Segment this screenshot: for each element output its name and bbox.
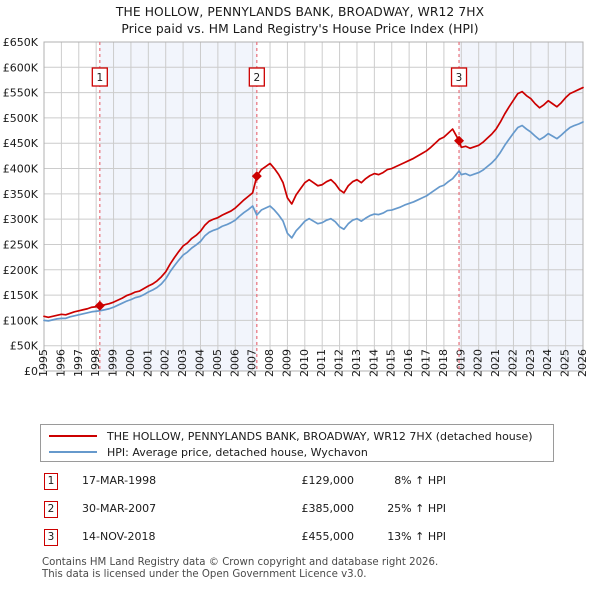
legend-label-price-paid: THE HOLLOW, PENNYLANDS BANK, BROADWAY, W…	[107, 429, 533, 443]
x-axis-tick-2011: 2011	[315, 349, 328, 377]
x-axis-tick-2024: 2024	[541, 349, 554, 377]
event-marker-box-3[interactable]	[450, 67, 468, 87]
page-title: THE HOLLOW, PENNYLANDS BANK, BROADWAY, W…	[0, 4, 600, 38]
table-row[interactable]: 1 17-MAR-1998 £129,000 8% ↑ HPI	[40, 470, 560, 498]
x-axis-tick-2006: 2006	[228, 349, 241, 377]
transaction-badge-3: 3	[44, 529, 58, 546]
y-axis-tick-£200K: £200K	[3, 264, 39, 277]
y-axis-tick-£0: £0	[24, 365, 38, 378]
shaded-band-0	[99, 42, 257, 371]
y-axis-tick-£350K: £350K	[3, 188, 39, 201]
transaction-price-2: £385,000	[301, 502, 355, 515]
x-axis-tick-1999: 1999	[107, 349, 120, 377]
x-axis-tick-2013: 2013	[350, 349, 363, 377]
transactions-table: 1 17-MAR-1998 £129,000 8% ↑ HPI 2 30-MAR…	[40, 470, 560, 554]
x-axis-tick-1997: 1997	[72, 349, 85, 377]
transaction-hpi-delta-1: 8% ↑ HPI	[394, 474, 446, 487]
table-row[interactable]: 2 30-MAR-2007 £385,000 25% ↑ HPI	[40, 498, 560, 526]
transaction-badge-2: 2	[44, 501, 58, 518]
title-line-2: Price paid vs. HM Land Registry's House …	[121, 22, 479, 36]
transaction-price-1: £129,000	[301, 474, 355, 487]
transaction-hpi-delta-3: 13% ↑ HPI	[387, 530, 446, 543]
legend-item-price-paid: THE HOLLOW, PENNYLANDS BANK, BROADWAY, W…	[49, 428, 533, 444]
x-axis-tick-2002: 2002	[159, 349, 172, 377]
x-axis-tick-2004: 2004	[193, 349, 206, 377]
x-axis-tick-2012: 2012	[333, 349, 346, 377]
transaction-point-marker-3[interactable]	[454, 135, 465, 146]
x-axis-tick-2017: 2017	[420, 349, 433, 377]
x-axis-tick-2010: 2010	[298, 349, 311, 377]
chart-legend: THE HOLLOW, PENNYLANDS BANK, BROADWAY, W…	[40, 424, 554, 462]
transaction-badge-1: 1	[44, 473, 58, 490]
shaded-band-1	[459, 42, 583, 371]
legend-swatch-price-paid	[49, 435, 97, 437]
series-line-price-paid	[43, 86, 584, 319]
x-axis-tick-2025: 2025	[559, 349, 572, 377]
x-axis-tick-2009: 2009	[280, 349, 293, 377]
y-axis-tick-£300K: £300K	[3, 213, 39, 226]
transaction-hpi-delta-2: 25% ↑ HPI	[387, 502, 446, 515]
y-axis-tick-£450K: £450K	[3, 137, 39, 150]
event-marker-box-1[interactable]	[91, 67, 108, 87]
plot-area-border	[43, 41, 584, 372]
x-axis-tick-2008: 2008	[263, 349, 276, 377]
x-axis-tick-2020: 2020	[472, 349, 485, 377]
transaction-date-3: 14-NOV-2018	[82, 530, 156, 543]
x-axis-tick-2007: 2007	[246, 349, 259, 377]
event-marker-label-2: 2	[253, 72, 260, 84]
transaction-point-marker-1[interactable]	[94, 300, 105, 311]
legend-item-hpi: HPI: Average price, detached house, Wych…	[49, 444, 368, 460]
event-marker-label-1: 1	[96, 72, 103, 84]
x-axis-tick-2001: 2001	[141, 349, 154, 377]
x-axis-tick-2021: 2021	[489, 349, 502, 377]
x-axis-tick-2015: 2015	[385, 349, 398, 377]
x-axis-tick-2014: 2014	[367, 349, 380, 377]
series-line-hpi	[43, 121, 584, 322]
x-axis-tick-1996: 1996	[54, 349, 67, 377]
attribution-footer: Contains HM Land Registry data © Crown c…	[42, 557, 582, 582]
transaction-point-marker-2[interactable]	[251, 171, 262, 182]
x-axis-tick-2005: 2005	[211, 349, 224, 377]
transaction-price-3: £455,000	[301, 530, 355, 543]
y-axis-tick-£250K: £250K	[3, 238, 39, 251]
transaction-date-2: 30-MAR-2007	[82, 502, 157, 515]
x-axis-tick-2000: 2000	[124, 349, 137, 377]
event-marker-box-2[interactable]	[248, 67, 265, 87]
x-axis-tick-2016: 2016	[402, 349, 415, 377]
price-history-chart: £0 £50K £100K £150K £200K £250K £300K £350K £400…	[3, 36, 589, 378]
x-axis-tick-2026: 2026	[576, 349, 589, 377]
x-axis-tick-1998: 1998	[89, 349, 102, 377]
y-axis-tick-£500K: £500K	[3, 112, 39, 125]
x-axis-tick-2019: 2019	[454, 349, 467, 377]
table-row[interactable]: 3 14-NOV-2018 £455,000 13% ↑ HPI	[40, 526, 560, 554]
legend-label-hpi: HPI: Average price, detached house, Wych…	[107, 445, 368, 459]
x-axis-tick-2023: 2023	[524, 349, 537, 377]
x-axis-tick-1995: 1995	[37, 349, 50, 377]
title-line-1: THE HOLLOW, PENNYLANDS BANK, BROADWAY, W…	[115, 5, 485, 19]
x-axis-tick-2018: 2018	[437, 349, 450, 377]
footer-line-1: Contains HM Land Registry data © Crown c…	[42, 557, 439, 568]
y-axis-tick-£150K: £150K	[3, 289, 39, 302]
x-axis-tick-2003: 2003	[176, 349, 189, 377]
event-marker-label-3: 3	[456, 72, 463, 84]
y-axis-tick-£650K: £650K	[3, 36, 39, 49]
x-axis-tick-2022: 2022	[506, 349, 519, 377]
transaction-date-1: 17-MAR-1998	[82, 474, 157, 487]
y-axis-tick-£550K: £550K	[3, 87, 39, 100]
y-axis-tick-£50K: £50K	[10, 340, 39, 353]
y-axis-tick-£600K: £600K	[3, 61, 39, 74]
y-axis-tick-£100K: £100K	[3, 314, 39, 327]
footer-line-2: This data is licensed under the Open Gov…	[42, 569, 367, 581]
y-axis-tick-£400K: £400K	[3, 163, 39, 176]
legend-swatch-hpi	[49, 451, 97, 453]
